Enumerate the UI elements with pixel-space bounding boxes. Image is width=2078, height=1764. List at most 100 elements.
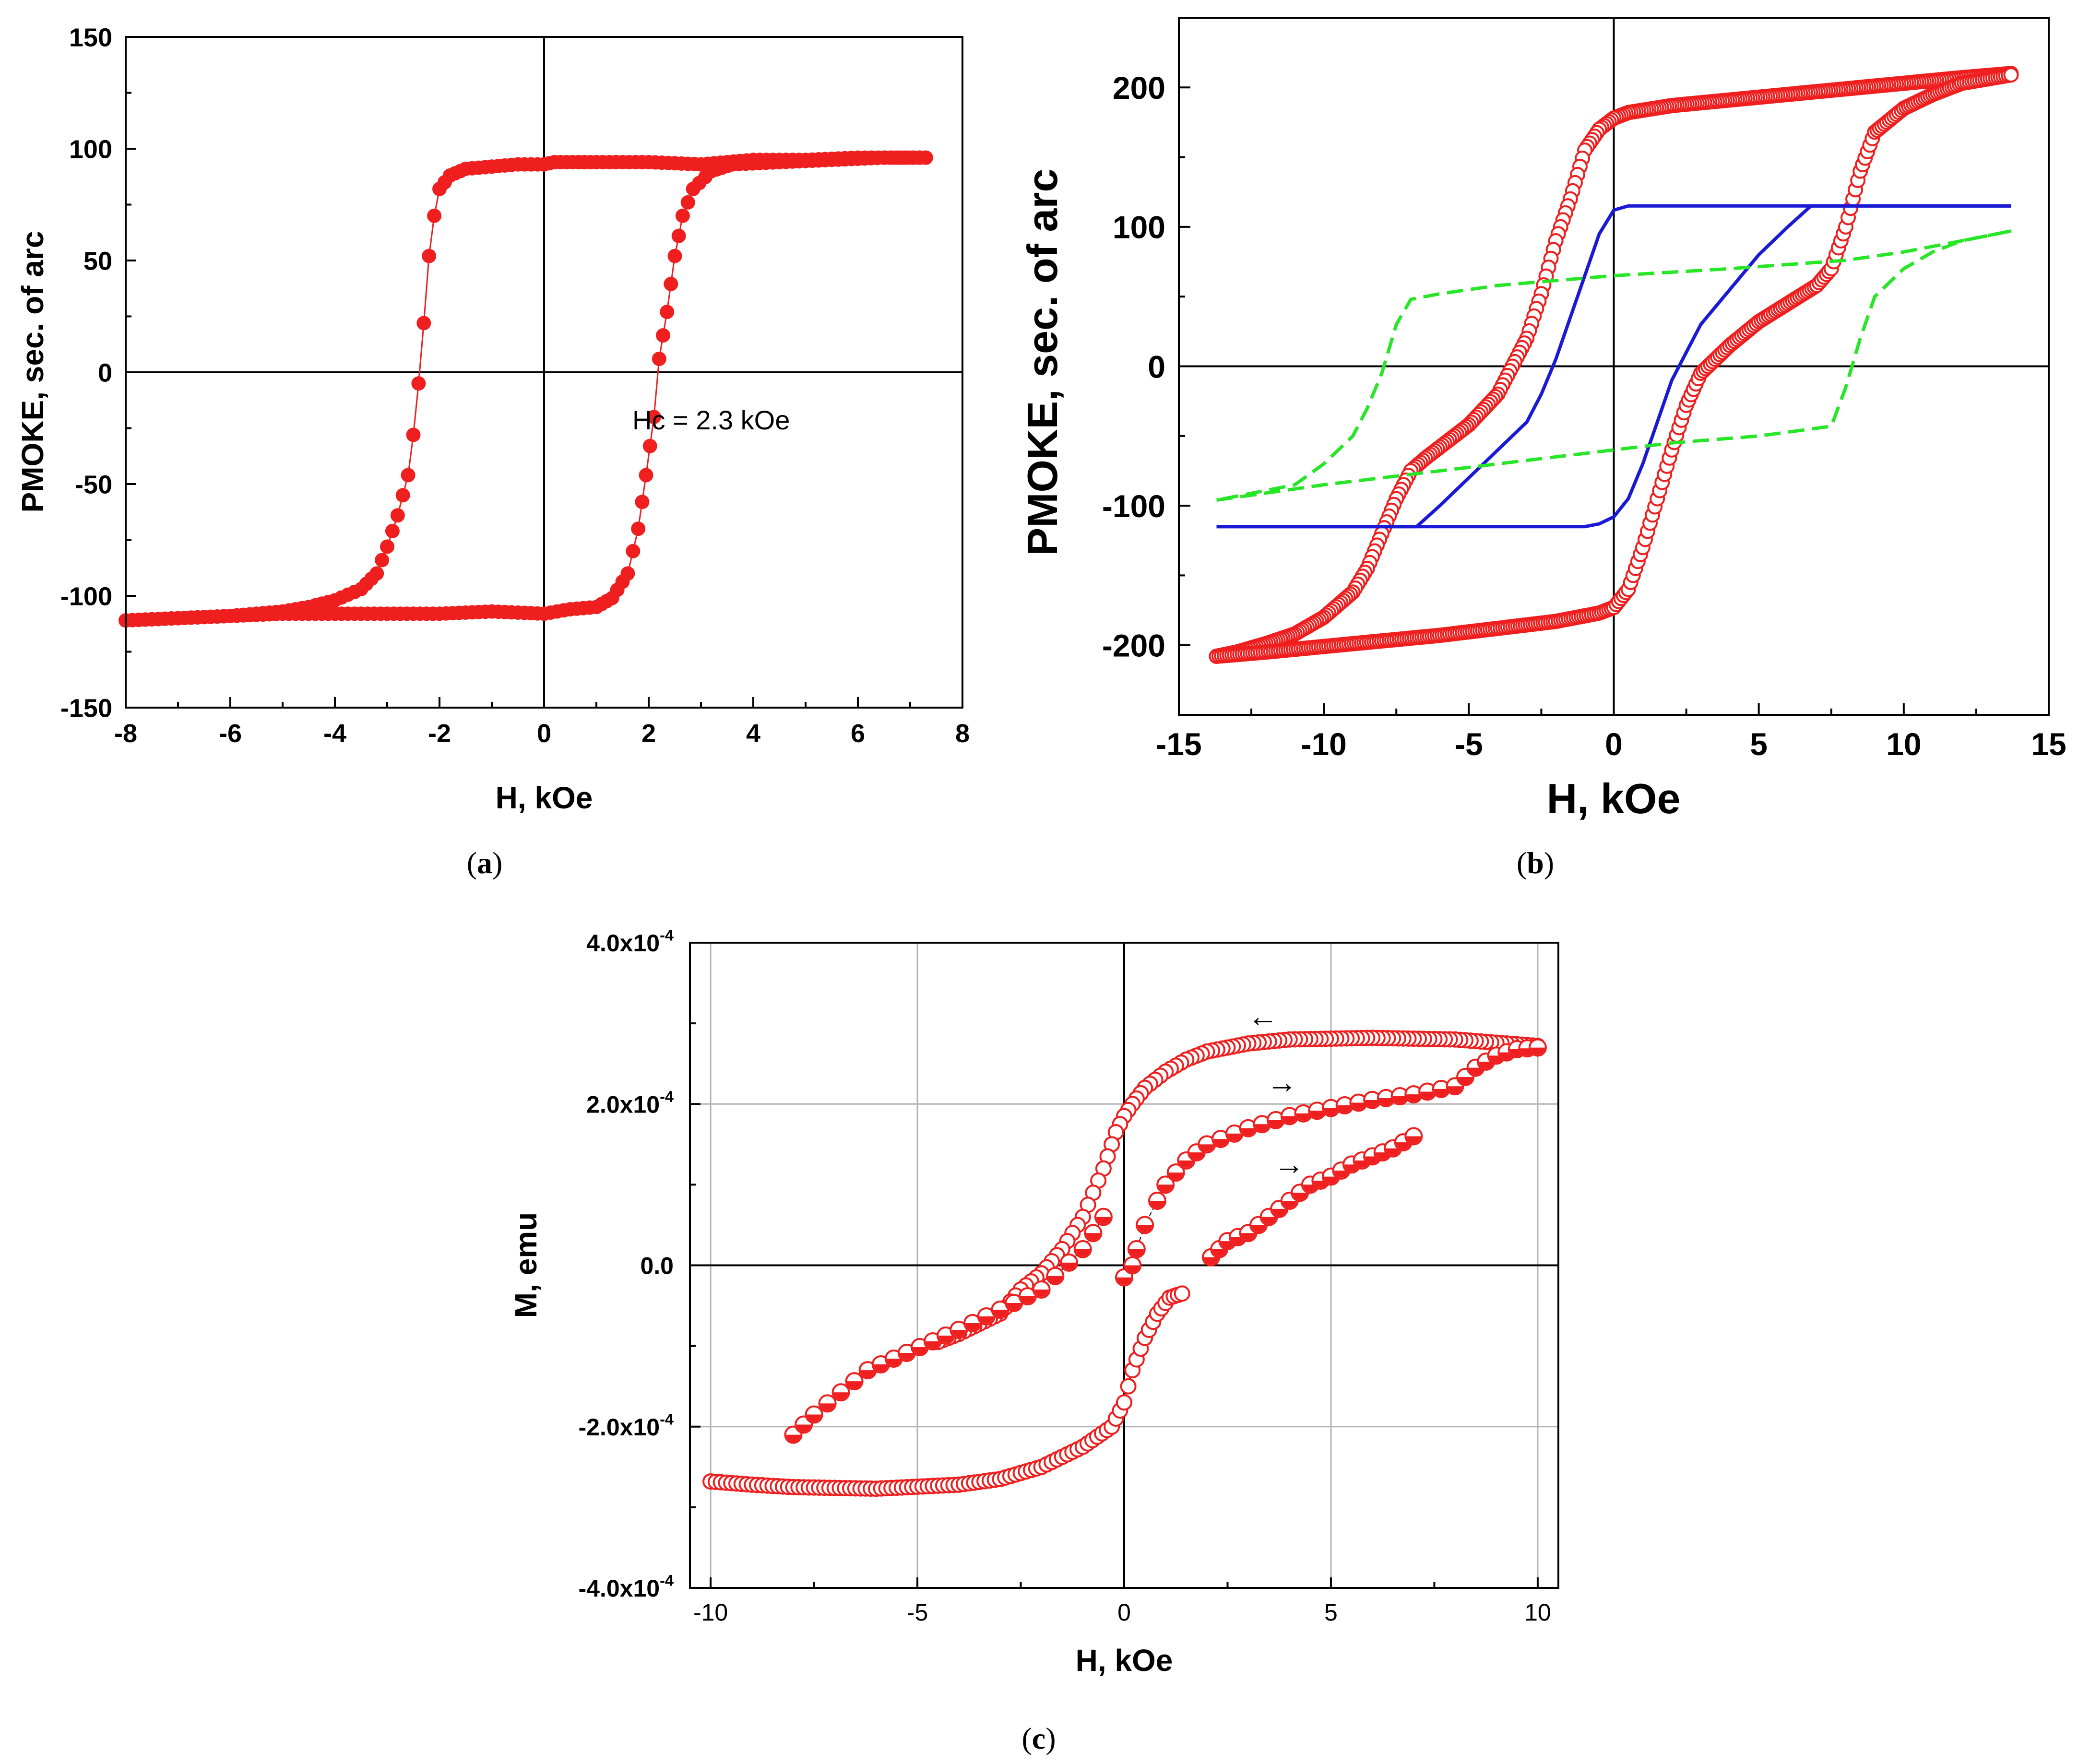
panel-c-data-point-half [1189,1152,1204,1160]
panel-a-data-point [680,195,695,210]
y-tick-exponent: -4 [660,1572,674,1589]
panel-c-arrow-1: ← [1247,999,1278,1033]
panel-b-y-tick-label: -100 [1102,488,1165,524]
y-tick-mantissa: -4.0x10 [579,1575,660,1602]
panel-a-y-tick-label: 50 [83,247,112,275]
panel-c-data-point-half [1448,1086,1462,1094]
panel-c-data-point-half [1468,1067,1483,1075]
y-tick-mantissa: 4.0x10 [586,930,660,957]
panel-c-data-point-half [1378,1098,1393,1105]
panel-c-data-point-half [1251,1225,1266,1232]
panel-a-y-tick-label: 150 [69,23,112,52]
panel-c-data-point-half [786,1434,801,1442]
panel-c-data-point-half [1020,1296,1035,1303]
panel-a-data-point [635,495,650,509]
panel-a-data-point [655,328,670,343]
panel-a-caption-letter: a [477,846,492,880]
panel-a-y-tick-label: -100 [60,582,112,611]
panel-a-x-tick-label: -6 [219,719,242,748]
panel-c-data-point-half [1241,1128,1256,1136]
panel-c-data-point-half [899,1353,914,1361]
panel-c-data-point-half [1227,1133,1242,1141]
panel-c-data-point-half [820,1403,835,1411]
panel-b-series-2-line [1216,229,2012,502]
panel-b-y-tick-label: 200 [1113,70,1165,106]
panel-a-data-point [667,249,682,263]
panel-c-data-point-half [796,1424,811,1432]
panel-a-data-point [631,521,646,536]
panel-c-x-tick-label: 5 [1324,1599,1338,1626]
panel-b-x-tick-label: 15 [2031,726,2066,762]
panel-c-data-point-half [1434,1089,1449,1096]
panel-c-data-point-half [1213,1139,1228,1147]
panel-c-data-point [1116,1394,1132,1411]
panel-c-data-point-half [951,1330,966,1337]
panel-c-data-point-half [912,1347,927,1354]
panel-a-y-tick-label: -150 [60,694,112,722]
panel-b-caption-open: ( [1517,846,1527,880]
panel-b-y-tick-label: 100 [1113,210,1165,245]
panel-c-data-point-half [979,1316,994,1324]
panel-a-ticks: -8 -6 -4 -2 0 2 4 6 8 -150 -100 -50 0 50 100 150 [60,23,970,748]
panel-c-data-point-half [1392,1096,1407,1103]
panel-a-data-point [385,523,400,538]
panel-a-data-point [642,438,657,453]
panel-a-x-tick-label: 8 [955,719,970,748]
panel-c-data-point-half [1293,1193,1307,1200]
panel-a-data-point [660,305,675,320]
panel-c-data-point-half [1086,1233,1101,1241]
panel-c-arrow-2: → [1267,1065,1297,1100]
panel-c-caption: (c) [1021,1721,1056,1755]
panel-b-x-tick-label: -5 [1455,726,1483,762]
panel-a-data-point [671,228,686,243]
panel-a-data-point [675,208,690,223]
y-tick-mantissa: 2.0x10 [586,1091,660,1118]
panel-c-plot-layer [690,942,1558,1589]
panel-b: -15 -10 -5 0 5 10 15 -200 -100 0 100 200 H, kOe PMO… [1019,17,2066,880]
panel-a-annotation-hc: Hc = 2.3 kOe [632,405,790,435]
panel-a-plot-layer [119,37,962,708]
panel-c-y-tick-label: -4.0x10-4 [579,1572,674,1602]
panel-c-data-point-half [1125,1265,1140,1273]
panel-a-x-tick-label: -2 [428,719,451,748]
panel-b-series-1-line [1216,204,2011,529]
panel-c-y-tick-label: -2.0x10-4 [579,1410,674,1441]
panel-c-data-point-half [886,1359,901,1366]
panel-c-data-point-half [1282,1201,1297,1208]
panel-c-data-point-half [1048,1276,1063,1283]
panel-c-data-point-half [1241,1233,1256,1241]
panel-c-data-point [1120,1378,1137,1395]
panel-c-data-point-half [1296,1113,1311,1121]
panel-c-y-tick-label: 2.0x10-4 [586,1088,674,1118]
panel-a-x-tick-label: -4 [323,719,346,748]
panel-a-x-label: H, kOe [496,781,593,815]
panel-a-data-point [620,566,635,581]
panel-c-data-point-half [1117,1277,1131,1285]
panel-a-caption: (a) [467,846,503,880]
panel-a-x-tick-label: 0 [537,719,551,748]
y-tick-mantissa: 0.0 [640,1253,674,1279]
panel-c-data-point-half [1158,1184,1173,1192]
panel-a-x-tick-label: 6 [851,719,865,748]
panel-c: -10 -5 0 5 10-4.0x10-4-2.0x10-40.02.0x10-44.… [509,927,1559,1755]
panel-b-y-label: PMOKE, sec. of arc [1019,169,1066,556]
panel-b-x-tick-label: -15 [1156,726,1201,762]
panel-b-x-label: H, kOe [1547,775,1681,822]
panel-c-data-point-half [873,1364,888,1372]
panel-c-x-tick-label: -5 [907,1599,928,1626]
panel-a-y-tick-label: 100 [69,135,112,164]
panel-b-series-1-line [1216,204,2011,529]
y-tick-mantissa: -2.0x10 [579,1414,660,1441]
panel-a-data-point [427,208,442,223]
panel-c-data-point-half [993,1309,1008,1317]
panel-c-data-point-half [1168,1172,1183,1180]
panel-a-data-point [422,249,437,263]
panel-c-data-point-half [1129,1249,1144,1256]
panel-b-caption-letter: b [1527,846,1544,880]
panel-a-data-point [664,276,678,291]
panel-c-data-point-half [1386,1148,1401,1156]
panel-b-series-2-line [1216,229,2012,502]
panel-c-data-point-half [1204,1257,1218,1265]
panel-c-data-point-half [1365,1100,1380,1107]
panel-b-data-point [2003,67,2019,83]
